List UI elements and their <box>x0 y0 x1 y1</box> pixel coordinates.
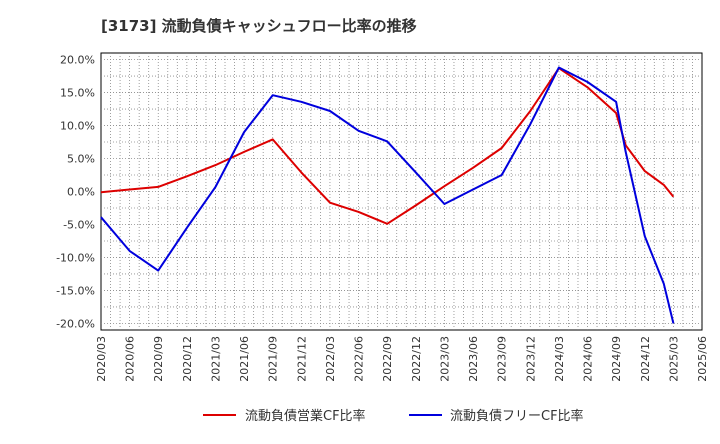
y-tick-label: 10.0% <box>60 120 95 133</box>
x-tick-label: 2020/06 <box>124 336 137 382</box>
x-tick-label: 2025/06 <box>696 336 709 382</box>
y-tick-label: 20.0% <box>60 54 95 67</box>
y-tick-label: 0.0% <box>67 186 95 199</box>
x-tick-label: 2023/09 <box>496 336 509 382</box>
x-tick-label: 2023/03 <box>438 336 451 382</box>
x-tick-label: 2020/03 <box>95 336 108 382</box>
x-tick-label: 2022/09 <box>381 336 394 382</box>
legend: 流動負債営業CF比率 流動負債フリーCF比率 <box>203 408 584 424</box>
x-tick-label: 2020/12 <box>181 336 194 382</box>
y-tick-label: -10.0% <box>56 251 95 264</box>
x-tick-label: 2021/03 <box>209 336 222 382</box>
x-tick-label: 2022/06 <box>353 336 366 382</box>
x-tick-label: 2025/03 <box>667 336 680 382</box>
series-layer <box>100 66 675 324</box>
x-tick-label: 2020/09 <box>152 336 165 382</box>
grid-layer <box>100 52 703 331</box>
x-tick-label: 2023/06 <box>467 336 480 382</box>
legend-label: 流動負債フリーCF比率 <box>450 408 584 424</box>
axis-layer: -20.0% -15.0% -10.0% -5.0% 0.0% 5.0% 10.0% 15.0… <box>56 54 709 382</box>
x-tick-label: 2024/09 <box>610 336 623 382</box>
legend-label: 流動負債営業CF比率 <box>245 408 366 424</box>
y-tick-label: 5.0% <box>67 153 95 166</box>
x-tick-label: 2021/12 <box>295 336 308 382</box>
x-tick-label: 2024/12 <box>639 336 652 382</box>
series-line-2 <box>100 66 675 324</box>
x-tick-label: 2024/03 <box>553 336 566 382</box>
chart-title: [3173] 流動負債キャッシュフロー比率の推移 <box>101 17 417 35</box>
x-tick-label: 2021/09 <box>267 336 280 382</box>
y-tick-label: -20.0% <box>56 317 95 330</box>
x-tick-label: 2022/03 <box>324 336 337 382</box>
x-tick-label: 2024/06 <box>582 336 595 382</box>
y-tick-label: -5.0% <box>63 218 95 231</box>
x-tick-label: 2023/12 <box>524 336 537 382</box>
y-tick-label: -15.0% <box>56 284 95 297</box>
x-tick-label: 2021/06 <box>238 336 251 382</box>
x-tick-label: 2022/12 <box>410 336 423 382</box>
y-tick-label: 15.0% <box>60 87 95 100</box>
